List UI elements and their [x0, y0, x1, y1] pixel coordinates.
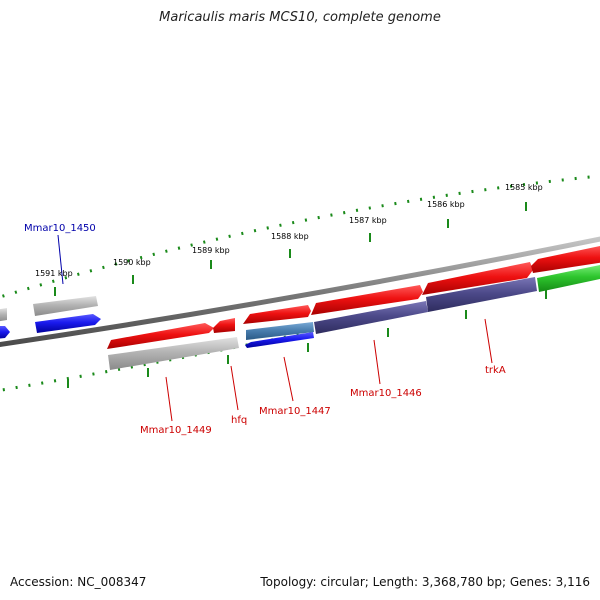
- leader-mmar10-1446: [373, 339, 381, 385]
- leader-mmar10-1447: [283, 356, 294, 402]
- scale-label-1585: 1585 kbp: [505, 183, 543, 192]
- leader-mmar10-1450: [57, 234, 64, 285]
- gene-labels: Mmar10_1450 Mmar10_1449 hfq Mmar10_1447 …: [24, 223, 506, 436]
- leader-hfq: [230, 365, 239, 411]
- diagram-title: Maricaulis maris MCS10, complete genome: [159, 10, 441, 25]
- gene-feature-red-right[interactable]: [531, 245, 600, 273]
- accession-label: Accession: NC_008347: [10, 575, 147, 589]
- gene-label-mmar10-1447[interactable]: Mmar10_1447: [259, 406, 331, 417]
- outer-tick-dots: [0, 174, 600, 299]
- genome-summary: Topology: circular; Length: 3,368,780 bp…: [260, 575, 590, 589]
- gene-feature-purple-trka[interactable]: [426, 277, 537, 312]
- scale-label-1587: 1587 kbp: [349, 216, 387, 225]
- scale-label-1589: 1589 kbp: [192, 246, 230, 255]
- gene-label-mmar10-1449[interactable]: Mmar10_1449: [140, 425, 212, 436]
- scale-label-1591: 1591 kbp: [35, 269, 73, 278]
- gene-feature-red-1447[interactable]: [243, 305, 311, 324]
- gene-feature-blue-left-edge[interactable]: [0, 326, 10, 339]
- leader-mmar10-1449: [165, 376, 173, 422]
- gene-feature-green-right[interactable]: [537, 264, 600, 292]
- scale-ticks-outer: [0, 174, 600, 299]
- leader-trka: [484, 318, 493, 364]
- gene-feature-steel-1447[interactable]: [246, 322, 314, 340]
- gene-feature-purple-1446[interactable]: [314, 301, 428, 334]
- gene-label-trka[interactable]: trkA: [485, 365, 506, 376]
- gene-feature-red-hfq[interactable]: [213, 318, 235, 333]
- gene-feature-gray-1449[interactable]: [108, 337, 239, 370]
- gene-label-mmar10-1446[interactable]: Mmar10_1446: [350, 388, 422, 399]
- gene-label-hfq[interactable]: hfq: [231, 415, 247, 426]
- reverse-strand: [0, 264, 600, 370]
- gene-feature-gray-1450[interactable]: [33, 296, 98, 316]
- gene-feature-blue-1450[interactable]: [35, 314, 101, 333]
- scale-ticks-inner: [0, 265, 600, 392]
- genome-backbone: [0, 236, 600, 348]
- label-leader-lines: [57, 234, 493, 422]
- gene-feature-red-1446[interactable]: [311, 285, 423, 315]
- scale-label-1586: 1586 kbp: [427, 200, 465, 209]
- scale-label-1588: 1588 kbp: [271, 232, 309, 241]
- forward-strand: [0, 245, 600, 349]
- gene-feature-red-1449[interactable]: [107, 323, 214, 349]
- gene-feature-red-trka[interactable]: [422, 262, 533, 295]
- scale-labels: 1591 kbp 1590 kbp 1589 kbp 1588 kbp 1587…: [35, 183, 543, 278]
- scale-label-1590: 1590 kbp: [113, 258, 151, 267]
- gene-feature-blue-1447[interactable]: [245, 332, 314, 348]
- gene-feature-gray-left-edge[interactable]: [0, 308, 7, 322]
- gene-label-mmar10-1450[interactable]: Mmar10_1450: [24, 223, 96, 234]
